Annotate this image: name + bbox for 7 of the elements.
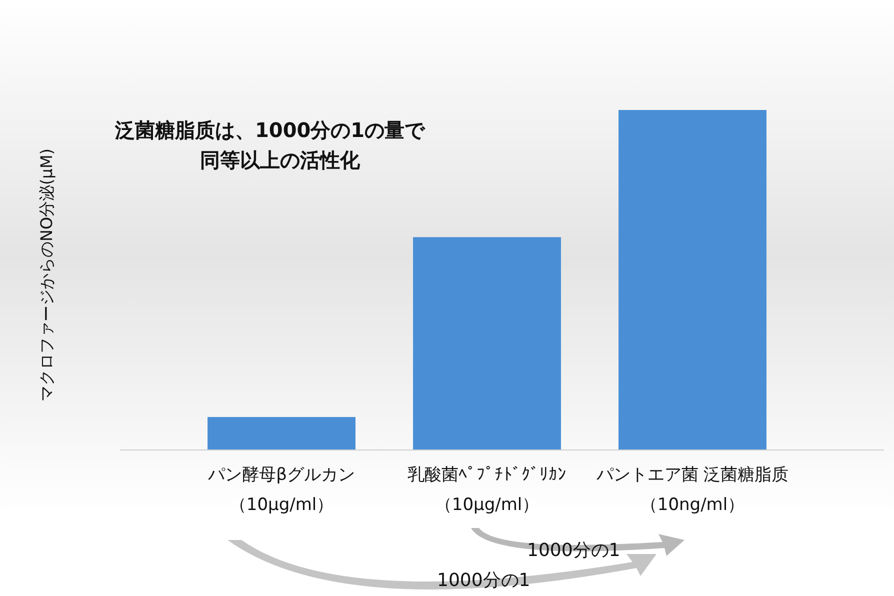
x-tick-label: 乳酸菌ﾍﾟﾌﾟﾁﾄﾞｸﾞﾘｶﾝ（10μg/ml） bbox=[408, 465, 566, 515]
x-tick-label: パン酵母βグルカン（10μg/ml） bbox=[207, 465, 355, 515]
annotation: 泛菌糖脂质は、1000分の1の量で同等以上の活性化 bbox=[114, 118, 426, 172]
y-axis-title: マクロファージからのNO分泌(μM) bbox=[37, 148, 56, 402]
text: 1000分の1 bbox=[437, 570, 530, 591]
text: 1000分の1 bbox=[527, 540, 620, 561]
x-tick-label: パントエア菌 泛菌糖脂质（10ng/ml） bbox=[595, 465, 789, 515]
